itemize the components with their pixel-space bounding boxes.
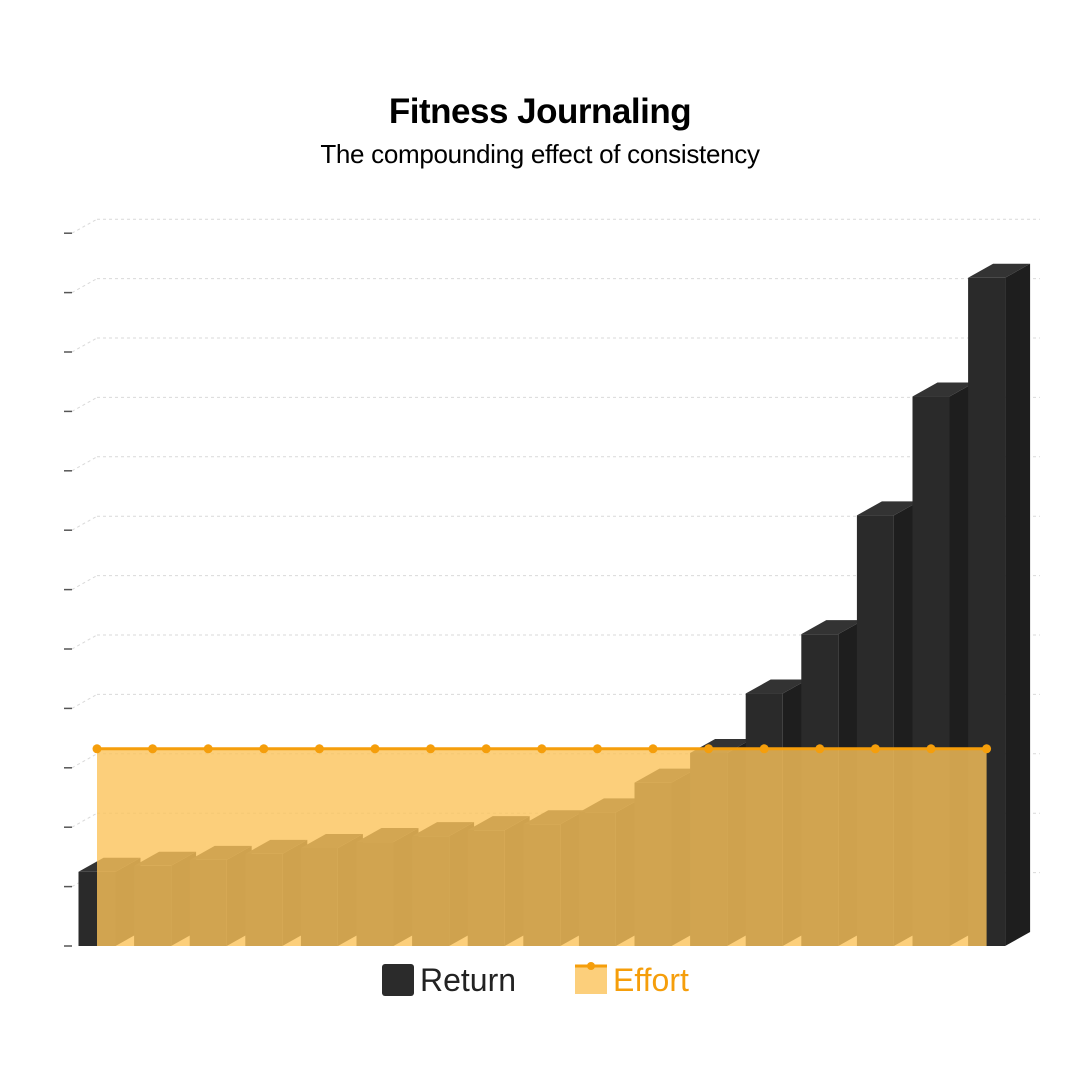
effort-point[interactable]: [815, 744, 825, 754]
return-bar-top: [856, 501, 919, 516]
y-axis-ticks: [64, 232, 72, 947]
grid-line-depth: [71, 634, 98, 650]
effort-point[interactable]: [704, 744, 714, 754]
legend-item-return[interactable]: Return: [382, 958, 516, 1002]
effort-point[interactable]: [648, 744, 658, 754]
legend-label-effort: Effort: [613, 961, 689, 998]
grid-line-depth: [71, 515, 98, 531]
grid-line-depth: [71, 456, 98, 472]
effort-point[interactable]: [370, 744, 380, 754]
legend-swatch-effort: [575, 962, 607, 996]
grid-line-depth: [71, 218, 98, 234]
effort-point[interactable]: [203, 744, 213, 754]
return-bar-side: [1005, 263, 1031, 946]
effort-point[interactable]: [592, 744, 602, 754]
effort-point[interactable]: [759, 744, 769, 754]
chart-legend: Return Effort: [0, 958, 1080, 1002]
legend-label-return: Return: [420, 961, 517, 998]
effort-area: [92, 744, 992, 946]
effort-point[interactable]: [92, 744, 102, 754]
effort-point[interactable]: [314, 744, 324, 754]
effort-point[interactable]: [426, 744, 436, 754]
effort-point[interactable]: [870, 744, 880, 754]
chart-subtitle: The compounding effect of consistency: [320, 139, 760, 169]
legend-item-effort[interactable]: Effort: [575, 958, 689, 1002]
effort-point[interactable]: [481, 744, 491, 754]
return-bar-top: [912, 382, 975, 397]
grid-line-depth: [71, 278, 98, 294]
effort-point[interactable]: [148, 744, 158, 754]
effort-point[interactable]: [259, 744, 269, 754]
return-bar-top: [968, 263, 1031, 278]
grid-line-depth: [71, 337, 98, 353]
effort-point[interactable]: [926, 744, 936, 754]
grid-line-depth: [71, 812, 98, 828]
effort-point[interactable]: [537, 744, 547, 754]
grid-line-depth: [71, 693, 98, 709]
effort-area-fill: [97, 748, 987, 946]
return-bar-top: [801, 620, 864, 635]
grid-line-depth: [71, 575, 98, 591]
legend-swatch-return: [382, 964, 414, 996]
return-bar-top: [745, 679, 808, 694]
grid-line-depth: [71, 396, 98, 412]
chart-title: Fitness Journaling: [388, 92, 692, 131]
grid-line-depth: [71, 753, 98, 769]
effort-point[interactable]: [982, 744, 992, 754]
